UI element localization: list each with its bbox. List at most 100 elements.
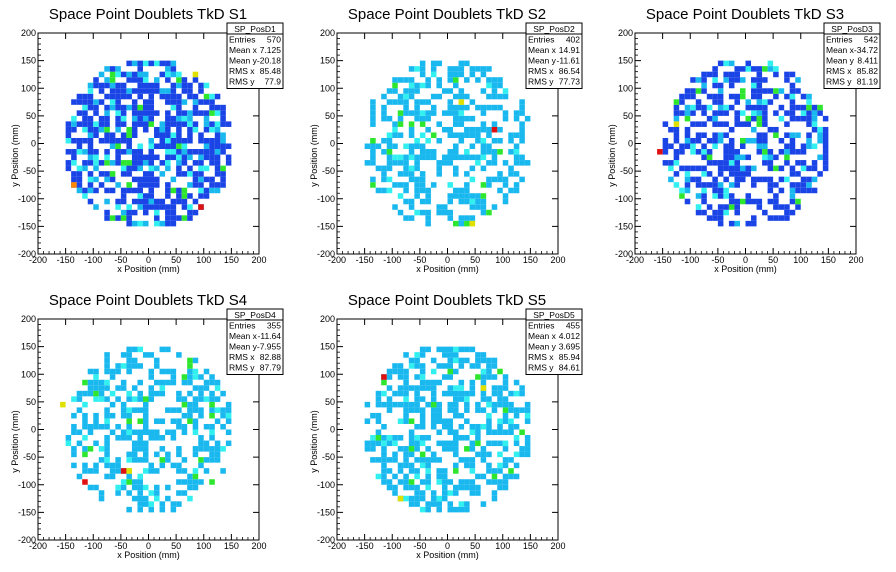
histogram-bin — [480, 204, 487, 210]
histogram-bin — [458, 215, 465, 221]
histogram-bin — [214, 451, 221, 458]
histogram-bin — [739, 77, 746, 83]
histogram-bin — [126, 60, 132, 67]
histogram-bin — [392, 435, 398, 441]
histogram-bin — [690, 88, 696, 94]
histogram-bin — [800, 110, 807, 116]
histogram-bin — [115, 71, 121, 78]
histogram-bin — [414, 66, 420, 72]
histogram-bin — [408, 407, 415, 413]
histogram-bin — [706, 115, 713, 122]
histogram-bin — [115, 93, 121, 100]
histogram-bin — [430, 357, 437, 364]
histogram-bin — [712, 132, 718, 138]
histogram-bin — [386, 149, 393, 155]
histogram-bin — [701, 187, 707, 194]
histogram-bin — [126, 479, 132, 485]
histogram-bin — [508, 390, 514, 397]
histogram-bin — [695, 176, 702, 183]
histogram-bin — [170, 132, 177, 138]
histogram-bin — [104, 368, 110, 375]
histogram-bin — [159, 418, 166, 424]
histogram-bin — [170, 209, 177, 216]
histogram-bin — [767, 88, 774, 94]
histogram-bin — [508, 407, 514, 413]
histogram-bin — [734, 149, 740, 155]
histogram-bin — [109, 77, 116, 83]
histogram-bin — [408, 171, 415, 177]
histogram-bin — [142, 121, 149, 127]
histogram-bin — [425, 82, 431, 89]
histogram-bin — [419, 495, 426, 502]
histogram-bin — [176, 490, 182, 496]
chart-title: Space Point Doublets TkD S1 — [49, 6, 247, 23]
x-tick-label: 200 — [550, 255, 565, 265]
histogram-bin — [375, 187, 382, 194]
histogram-bin — [519, 385, 525, 391]
histogram-bin — [706, 149, 713, 155]
histogram-hot-bin — [126, 468, 132, 474]
histogram-bin — [131, 209, 138, 216]
histogram-bin — [497, 187, 503, 194]
histogram-bin — [419, 99, 426, 105]
histogram-bin — [148, 165, 155, 172]
histogram-bin — [381, 440, 387, 447]
histogram-bin — [154, 209, 160, 216]
histogram-bin — [403, 352, 409, 358]
histogram-bin — [203, 143, 210, 150]
histogram-bin — [712, 160, 718, 166]
histogram-bin — [447, 154, 454, 161]
histogram-bin — [98, 88, 105, 94]
x-tick-label: -200 — [29, 255, 47, 265]
histogram-bin — [109, 468, 116, 474]
histogram-bin — [403, 446, 409, 452]
histogram-bin — [187, 204, 193, 210]
histogram-bin — [126, 506, 132, 513]
histogram-panel-3: -200 -150 -100 -50 0 50 100 150 200-200-150-100-… — [607, 6, 881, 274]
histogram-bin — [170, 154, 177, 161]
histogram-bin — [756, 93, 763, 100]
histogram-bin — [209, 160, 215, 166]
histogram-bin — [739, 171, 746, 177]
histogram-bin — [480, 446, 487, 452]
histogram-bin — [745, 165, 752, 172]
histogram-bin — [414, 104, 420, 111]
histogram-bin — [397, 368, 404, 375]
histogram-bin — [104, 423, 110, 430]
histogram-bin — [497, 93, 503, 100]
histogram-bin — [475, 473, 481, 480]
histogram-bin — [447, 215, 454, 221]
histogram-bin — [176, 121, 182, 127]
stats-label: RMS y — [229, 363, 255, 373]
histogram-bin — [486, 423, 492, 430]
histogram-bin — [93, 110, 99, 116]
histogram-bin — [425, 346, 431, 353]
histogram-bin — [159, 137, 166, 144]
histogram-bin — [447, 479, 454, 485]
histogram-bin — [225, 160, 232, 166]
x-tick-label: 0 — [445, 541, 450, 551]
histogram-bin — [458, 137, 465, 144]
histogram-bin — [458, 506, 465, 513]
histogram-bin — [115, 182, 121, 188]
histogram-bin — [87, 176, 94, 183]
histogram-bin — [165, 484, 171, 491]
histogram-bin — [142, 401, 149, 408]
histogram-bin — [93, 154, 99, 161]
histogram-bin — [170, 115, 177, 122]
histogram-bin — [131, 479, 138, 485]
histogram-bin — [762, 66, 768, 72]
histogram-bin — [524, 412, 531, 419]
histogram-bin — [717, 187, 724, 194]
histogram-bin — [756, 132, 763, 138]
histogram-bin — [181, 490, 188, 496]
histogram-bin — [214, 446, 221, 452]
histogram-bin — [159, 446, 166, 452]
x-tick-label: 100 — [495, 541, 510, 551]
histogram-bin — [453, 401, 459, 408]
histogram-bin — [684, 143, 691, 150]
histogram-bin — [513, 171, 520, 177]
histogram-bin — [497, 401, 503, 408]
histogram-bin — [198, 187, 204, 194]
histogram-bin — [220, 104, 226, 111]
